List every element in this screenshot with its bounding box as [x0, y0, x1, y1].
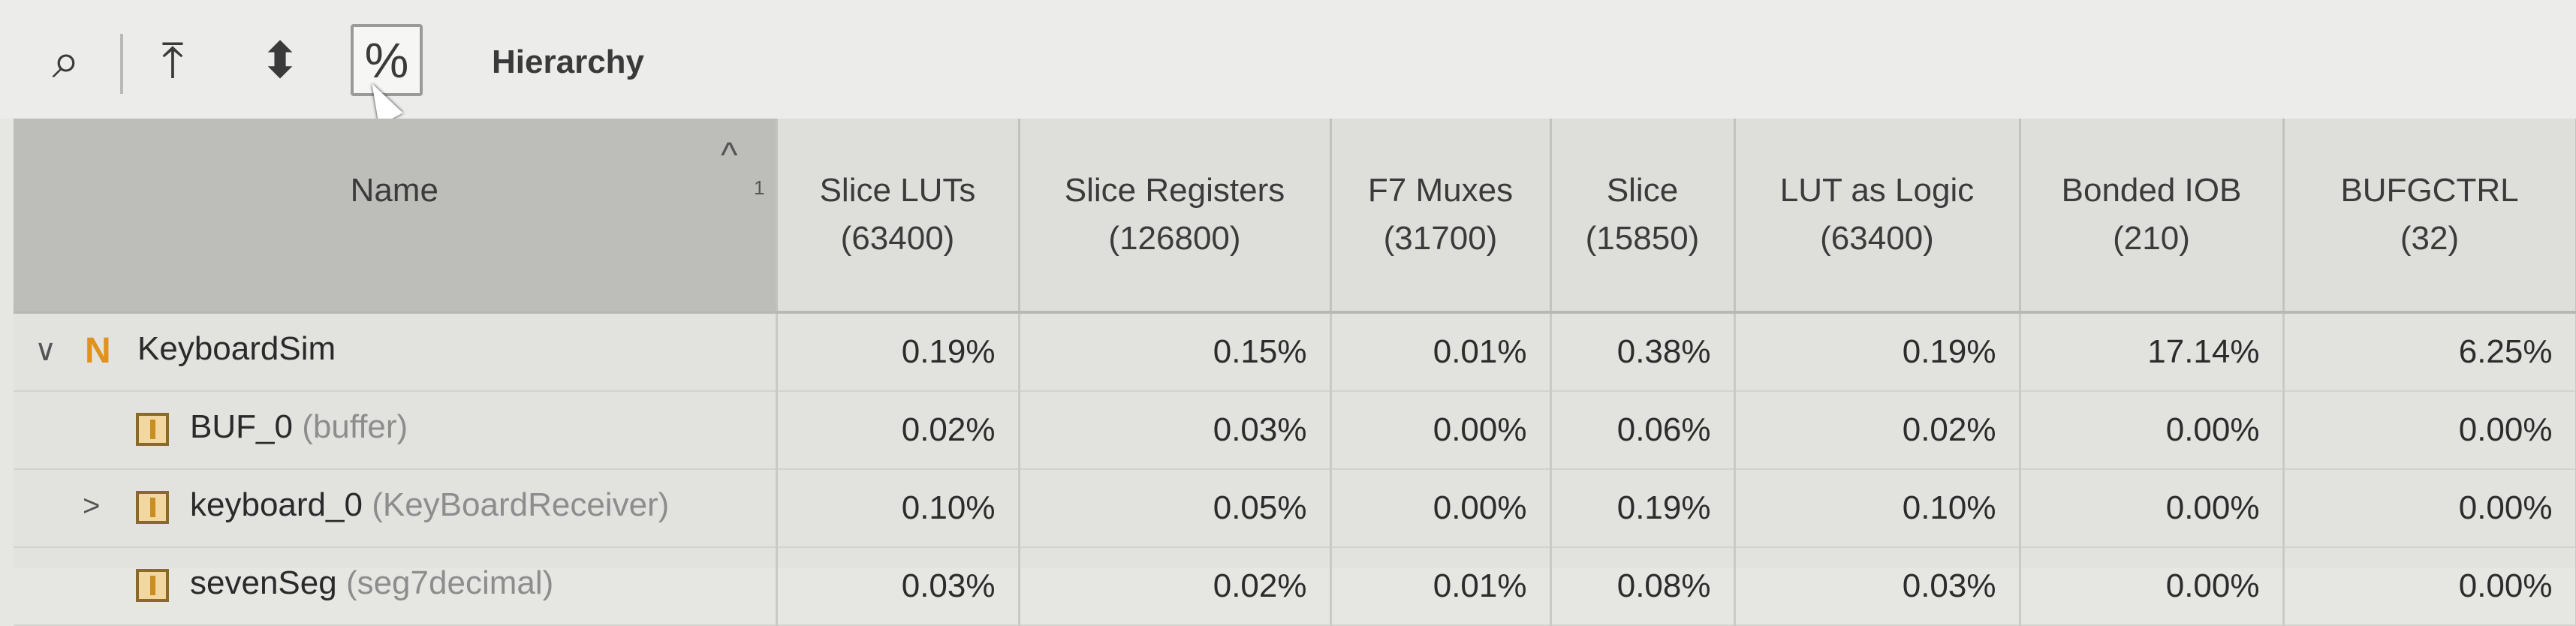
module-type: (KeyBoardReceiver)	[372, 486, 670, 523]
column-header-slice[interactable]: Slice (15850)	[1550, 119, 1736, 314]
column-header-bufgctrl[interactable]: BUFGCTRL (32)	[2283, 119, 2576, 314]
cell-bonded-iob: 0.00%	[2020, 391, 2285, 470]
toolbar-separator	[120, 34, 123, 94]
column-header-name[interactable]: Name ^ 1	[14, 119, 778, 314]
cell-slice: 0.08%	[1550, 547, 1736, 626]
cell-slice-registers: 0.15%	[1019, 312, 1332, 392]
cell-slice: 0.38%	[1550, 312, 1736, 392]
column-header-slice-registers[interactable]: Slice Registers (126800)	[1019, 119, 1332, 314]
instance-name-group: BUF_0 (buffer)	[190, 408, 408, 446]
column-header-name-label: Name	[350, 172, 438, 209]
sort-order-index: 1	[754, 176, 765, 199]
cell-f7-muxes: 0.00%	[1330, 391, 1552, 470]
table-row[interactable]: BUF_0 (buffer) 0.02% 0.03% 0.00% 0.06% 0…	[14, 391, 2576, 470]
cell-f7-muxes: 0.00%	[1330, 469, 1552, 548]
expand-all-icon[interactable]: ⬍	[259, 32, 301, 88]
module-type: (seg7decimal)	[345, 564, 554, 601]
table-row[interactable]: > keyboard_0 (KeyBoardReceiver) 0.10% 0.…	[14, 469, 2576, 548]
cell-bonded-iob: 0.00%	[2020, 469, 2285, 548]
cell-slice: 0.06%	[1550, 391, 1736, 470]
column-header-slice-luts[interactable]: Slice LUTs (63400)	[776, 119, 1020, 314]
instance-name-group: sevenSeg (seg7decimal)	[190, 564, 553, 602]
instance-name: keyboard_0	[190, 486, 363, 523]
cell-lut-as-logic: 0.02%	[1734, 391, 2021, 470]
cell-bufgctrl: 0.00%	[2283, 547, 2576, 626]
search-icon[interactable]: ⌕	[52, 32, 80, 88]
column-header-bonded-iob[interactable]: Bonded IOB (210)	[2020, 119, 2285, 314]
cell-slice-luts: 0.03%	[776, 547, 1020, 626]
collapse-all-icon[interactable]: ⤒	[161, 32, 184, 88]
row-name-cell[interactable]: > keyboard_0 (KeyBoardReceiver)	[14, 469, 778, 548]
netlist-n-icon: N	[85, 331, 111, 371]
cell-f7-muxes: 0.01%	[1330, 547, 1552, 626]
cell-slice-luts: 0.02%	[776, 391, 1020, 470]
hierarchy-title: Hierarchy	[492, 44, 645, 80]
cell-f7-muxes: 0.01%	[1330, 312, 1552, 392]
instance-icon	[136, 413, 169, 446]
instance-name: BUF_0	[190, 408, 293, 445]
column-header-f7-muxes[interactable]: F7 Muxes (31700)	[1330, 119, 1552, 314]
table-row[interactable]: ∨ N KeyboardSim 0.19% 0.15% 0.01% 0.38% …	[14, 312, 2576, 392]
cell-bufgctrl: 0.00%	[2283, 391, 2576, 470]
cell-slice-luts: 0.10%	[776, 469, 1020, 548]
cell-slice-luts: 0.19%	[776, 312, 1020, 392]
instance-name: sevenSeg	[190, 564, 337, 601]
row-name-cell[interactable]: sevenSeg (seg7decimal)	[14, 547, 778, 626]
cell-bonded-iob: 0.00%	[2020, 547, 2285, 626]
instance-icon	[136, 569, 169, 602]
cell-bufgctrl: 0.00%	[2283, 469, 2576, 548]
cell-bufgctrl: 6.25%	[2283, 312, 2576, 392]
cell-lut-as-logic: 0.03%	[1734, 547, 2021, 626]
cell-slice-registers: 0.02%	[1019, 547, 1332, 626]
cell-lut-as-logic: 0.10%	[1734, 469, 2021, 548]
expand-chevron-icon[interactable]: >	[83, 489, 101, 522]
row-name-cell[interactable]: ∨ N KeyboardSim	[14, 312, 778, 392]
cell-lut-as-logic: 0.19%	[1734, 312, 2021, 392]
toolbar: ⌕ ⤒ ⬍ % Hierarchy	[0, 0, 2576, 119]
row-name-cell[interactable]: BUF_0 (buffer)	[14, 391, 778, 470]
table-row[interactable]: sevenSeg (seg7decimal) 0.03% 0.02% 0.01%…	[14, 547, 2576, 626]
instance-name: KeyboardSim	[137, 330, 336, 367]
sort-ascending-icon: ^	[720, 136, 738, 176]
instance-name-group: keyboard_0 (KeyBoardReceiver)	[190, 486, 669, 524]
instance-icon	[136, 491, 169, 524]
cell-slice: 0.19%	[1550, 469, 1736, 548]
cell-slice-registers: 0.05%	[1019, 469, 1332, 548]
column-header-lut-as-logic[interactable]: LUT as Logic (63400)	[1734, 119, 2021, 314]
module-type: (buffer)	[302, 408, 408, 445]
header-row: Name ^ 1 Slice LUTs (63400) Slice Regist…	[14, 119, 2576, 314]
collapse-chevron-icon[interactable]: ∨	[35, 334, 57, 367]
cell-bonded-iob: 17.14%	[2020, 312, 2285, 392]
show-percentage-icon[interactable]: %	[351, 24, 423, 96]
cell-slice-registers: 0.03%	[1019, 391, 1332, 470]
utilization-table: Name ^ 1 Slice LUTs (63400) Slice Regist…	[14, 119, 2576, 626]
